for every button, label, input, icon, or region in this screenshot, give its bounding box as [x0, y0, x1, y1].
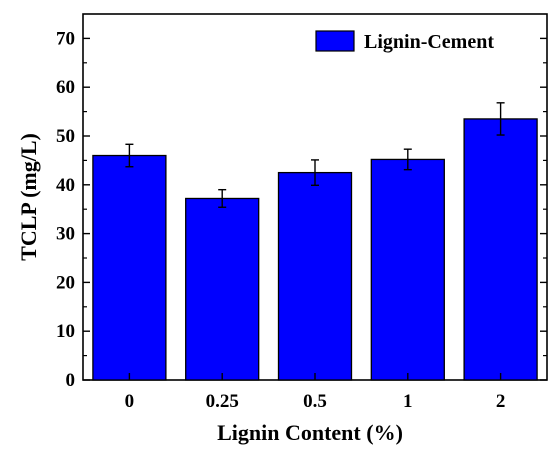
x-tick-label: 0.5 [303, 391, 327, 412]
y-tick-label: 0 [66, 370, 76, 391]
x-tick-label: 0 [125, 391, 135, 412]
x-tick-label: 2 [496, 391, 506, 412]
bar [463, 118, 538, 381]
y-axis-title: TCLP (mg/L) [16, 133, 41, 261]
legend: Lignin-Cement [315, 30, 494, 53]
x-axis-title: Lignin Content (%) [217, 420, 403, 445]
y-tick-label: 60 [56, 77, 75, 98]
bar [185, 197, 260, 381]
y-tick-label: 20 [56, 272, 75, 293]
y-tick-label: 70 [56, 28, 75, 49]
y-tick-label: 40 [56, 175, 75, 196]
x-tick-label: 1 [403, 391, 413, 412]
y-tick-label: 10 [56, 321, 75, 342]
x-tick-label: 0.25 [206, 391, 239, 412]
bar [370, 158, 445, 381]
bar [92, 154, 167, 381]
y-tick-label: 30 [56, 224, 75, 245]
legend-label: Lignin-Cement [364, 31, 494, 53]
y-tick-label: 50 [56, 126, 75, 147]
bar [277, 171, 353, 381]
plot-area: 0 10 20 30 40 50 60 70 0 0.25 0.5 1 2 [56, 13, 548, 412]
legend-swatch [315, 30, 355, 52]
